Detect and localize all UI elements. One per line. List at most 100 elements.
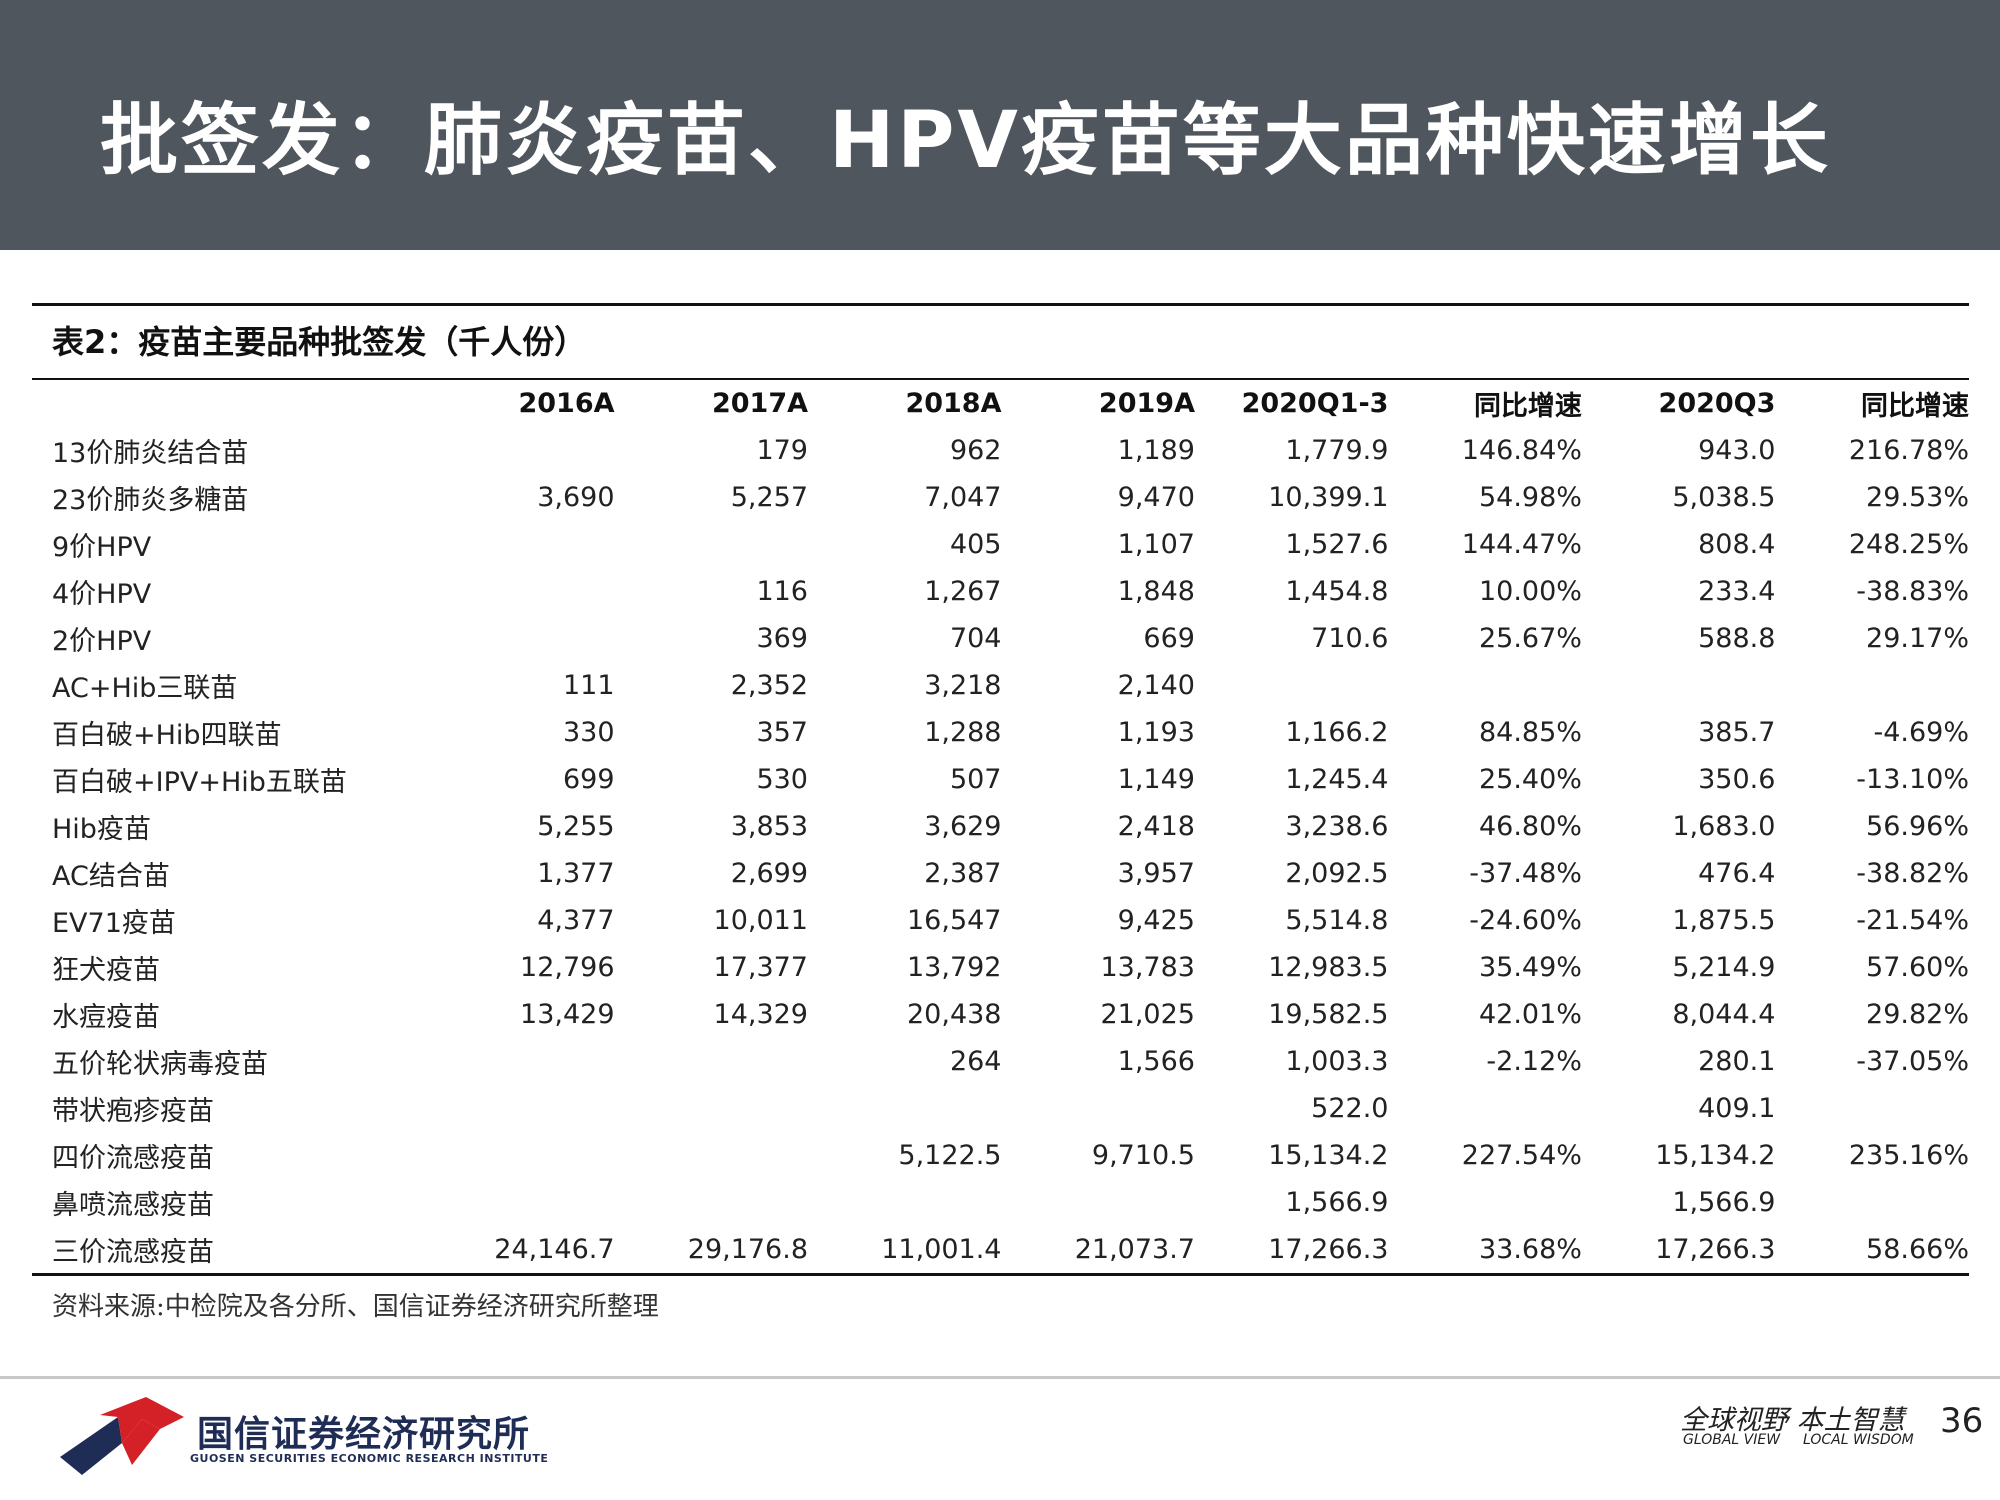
value-cell: 9,425 bbox=[1117, 905, 1195, 936]
value-cell: 9,710.5 bbox=[1091, 1140, 1195, 1171]
value-cell: 507 bbox=[949, 764, 1002, 795]
value-cell: 19,582.5 bbox=[1268, 999, 1389, 1030]
value-cell bbox=[1388, 662, 1581, 709]
batch-release-table: 2016A 2017A 2018A 2019A 2020Q1-3 同比增速 20… bbox=[32, 380, 1969, 1273]
value-cell: 588.8 bbox=[1698, 623, 1776, 654]
value-cell: 1,566.9 bbox=[1285, 1187, 1389, 1218]
value-cell: 1,779.9 bbox=[1285, 435, 1389, 466]
value-cell: -13.10% bbox=[1856, 764, 1969, 795]
value-cell: 476.4 bbox=[1698, 858, 1776, 889]
value-cell: 3,238.6 bbox=[1285, 811, 1389, 842]
title-banner: 批签发：肺炎疫苗、HPV疫苗等大品种快速增长 bbox=[0, 0, 2000, 250]
value-cell: 1,245.4 bbox=[1285, 764, 1389, 795]
value-cell: 233.4 bbox=[1698, 576, 1776, 607]
value-cell: 808.4 bbox=[1698, 529, 1776, 560]
table-header-row: 2016A 2017A 2018A 2019A 2020Q1-3 同比增速 20… bbox=[32, 380, 1969, 427]
value-cell: 10,011 bbox=[713, 905, 808, 936]
value-cell: 16,547 bbox=[907, 905, 1002, 936]
value-cell bbox=[808, 1179, 1001, 1226]
value-cell: -21.54% bbox=[1856, 905, 1969, 936]
value-cell: 350.6 bbox=[1698, 764, 1776, 795]
value-cell: 3,853 bbox=[730, 811, 808, 842]
value-cell bbox=[421, 568, 614, 615]
table-row: 三价流感疫苗 24,146.7 29,176.8 11,001.4 21,073.7 17… bbox=[32, 1226, 1969, 1273]
vaccine-name-cell: 23价肺炎多糖苗 bbox=[52, 485, 249, 516]
value-cell: 962 bbox=[949, 435, 1002, 466]
vaccine-name-cell: 带状疱疹疫苗 bbox=[52, 1096, 214, 1127]
value-cell bbox=[421, 521, 614, 568]
value-cell: 84.85% bbox=[1478, 717, 1582, 748]
value-cell: 1,848 bbox=[1117, 576, 1195, 607]
table-row: 4价HPV 116 1,267 1,848 1,454.8 10.00% 233.4 -38.… bbox=[32, 568, 1969, 615]
table-row: 带状疱疹疫苗 522.0 409.1 bbox=[32, 1085, 1969, 1132]
header-cell: 2017A bbox=[711, 388, 808, 419]
value-cell: 710.6 bbox=[1311, 623, 1389, 654]
value-cell: 2,140 bbox=[1117, 670, 1195, 701]
value-cell: 1,003.3 bbox=[1285, 1046, 1389, 1077]
table-row: Hib疫苗 5,255 3,853 3,629 2,418 3,238.6 46.80% 1,… bbox=[32, 803, 1969, 850]
vaccine-name-cell: 鼻喷流感疫苗 bbox=[52, 1190, 214, 1221]
value-cell: 2,387 bbox=[924, 858, 1002, 889]
value-cell: 522.0 bbox=[1311, 1093, 1389, 1124]
value-cell: 5,038.5 bbox=[1672, 482, 1776, 513]
page-title: 批签发：肺炎疫苗、HPV疫苗等大品种快速增长 bbox=[100, 96, 1831, 186]
value-cell: 5,514.8 bbox=[1285, 905, 1389, 936]
table-row: AC+Hib三联苗 111 2,352 3,218 2,140 bbox=[32, 662, 1969, 709]
vaccine-name-cell: 9价HPV bbox=[52, 532, 152, 563]
value-cell: 146.84% bbox=[1461, 435, 1582, 466]
value-cell: 264 bbox=[949, 1046, 1002, 1077]
value-cell: 13,792 bbox=[907, 952, 1002, 983]
value-cell: -4.69% bbox=[1873, 717, 1969, 748]
value-cell: -37.05% bbox=[1856, 1046, 1969, 1077]
value-cell bbox=[421, 427, 614, 474]
value-cell: 25.67% bbox=[1478, 623, 1582, 654]
slogan-en-right: LOCAL WISDOM bbox=[1803, 1432, 1914, 1448]
value-cell bbox=[808, 1085, 1001, 1132]
table-row: 2价HPV 369 704 669 710.6 25.67% 588.8 29.17% bbox=[32, 615, 1969, 662]
value-cell: 3,218 bbox=[924, 670, 1002, 701]
vaccine-name-cell: 五价轮状病毒疫苗 bbox=[52, 1049, 268, 1080]
guosen-logo-icon bbox=[60, 1397, 184, 1475]
slogan-en-left: GLOBAL VIEW bbox=[1683, 1432, 1781, 1448]
value-cell: 29.82% bbox=[1866, 999, 1969, 1030]
table-top-rule bbox=[32, 303, 1969, 306]
vaccine-name-cell: 三价流感疫苗 bbox=[52, 1237, 214, 1268]
value-cell: 235.16% bbox=[1848, 1140, 1969, 1171]
value-cell: 20,438 bbox=[907, 999, 1002, 1030]
table-row: 23价肺炎多糖苗 3,690 5,257 7,047 9,470 10,399.1 54.9… bbox=[32, 474, 1969, 521]
value-cell: 5,214.9 bbox=[1672, 952, 1776, 983]
value-cell: 11,001.4 bbox=[881, 1234, 1002, 1265]
value-cell: -37.48% bbox=[1469, 858, 1582, 889]
value-cell: 2,418 bbox=[1117, 811, 1195, 842]
value-cell bbox=[421, 1038, 614, 1085]
table-row: 五价轮状病毒疫苗 264 1,566 1,003.3 -2.12% 280.1 -37.05… bbox=[32, 1038, 1969, 1085]
value-cell: 17,266.3 bbox=[1268, 1234, 1389, 1265]
table-bottom-rule bbox=[32, 1273, 1969, 1276]
value-cell: 405 bbox=[949, 529, 1002, 560]
vaccine-name-cell: EV71疫苗 bbox=[52, 908, 176, 939]
table-row: 狂犬疫苗 12,796 17,377 13,792 13,783 12,983.5 35.4… bbox=[32, 944, 1969, 991]
vaccine-name-cell: Hib疫苗 bbox=[52, 814, 151, 845]
value-cell: 369 bbox=[756, 623, 808, 654]
header-cell bbox=[32, 380, 421, 427]
value-cell: 21,025 bbox=[1100, 999, 1195, 1030]
value-cell bbox=[421, 1179, 614, 1226]
value-cell: 24,146.7 bbox=[494, 1234, 615, 1265]
value-cell: -24.60% bbox=[1469, 905, 1582, 936]
header-cell: 同比增速 bbox=[1473, 391, 1582, 422]
value-cell: 1,107 bbox=[1117, 529, 1195, 560]
table-row: 百白破+Hib四联苗 330 357 1,288 1,193 1,166.2 84.85% 3… bbox=[32, 709, 1969, 756]
table-row: 9价HPV 405 1,107 1,527.6 144.47% 808.4 248.25% bbox=[32, 521, 1969, 568]
value-cell: 2,092.5 bbox=[1285, 858, 1389, 889]
value-cell: 179 bbox=[756, 435, 808, 466]
footer-divider bbox=[0, 1376, 2000, 1379]
vaccine-name-cell: 百白破+IPV+Hib五联苗 bbox=[52, 767, 347, 798]
value-cell bbox=[615, 1132, 808, 1179]
value-cell: 1,149 bbox=[1117, 764, 1195, 795]
table-row: EV71疫苗 4,377 10,011 16,547 9,425 5,514.8 -24.6… bbox=[32, 897, 1969, 944]
value-cell: 42.01% bbox=[1478, 999, 1582, 1030]
value-cell: 1,566.9 bbox=[1672, 1187, 1776, 1218]
value-cell: 111 bbox=[562, 670, 615, 701]
value-cell: 5,122.5 bbox=[898, 1140, 1002, 1171]
value-cell: 1,193 bbox=[1117, 717, 1195, 748]
